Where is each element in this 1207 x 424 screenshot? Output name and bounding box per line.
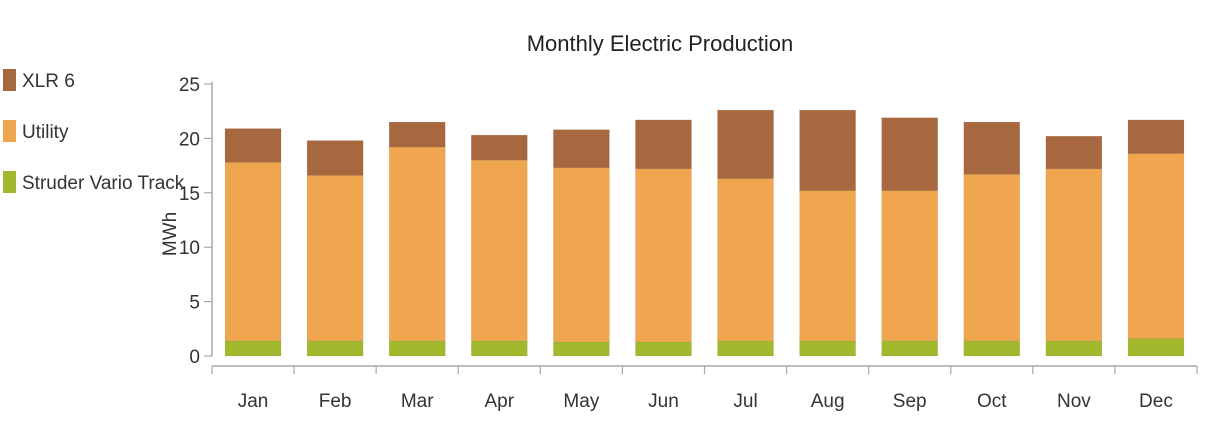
bar-segment bbox=[553, 341, 610, 357]
x-tick-label: Jan bbox=[238, 391, 269, 412]
bar-segment bbox=[635, 341, 692, 357]
legend-swatch bbox=[3, 120, 16, 142]
bar-stack-jun bbox=[635, 119, 692, 357]
bar-segment bbox=[881, 190, 939, 342]
bar-segment bbox=[306, 175, 364, 342]
legend-swatch bbox=[3, 171, 16, 193]
bar-segment bbox=[1127, 338, 1185, 357]
x-tick-label: Dec bbox=[1139, 391, 1173, 412]
bar-segment bbox=[881, 117, 939, 191]
y-tick-label: 10 bbox=[179, 238, 200, 259]
bar-segment bbox=[224, 340, 282, 357]
bar-stack-may bbox=[553, 129, 610, 357]
bar-stack-apr bbox=[470, 134, 528, 357]
bar-segment bbox=[717, 109, 774, 179]
x-axis: Jan Feb Mar Apr May Jun Jul Aug Sep Oct Nov Dec bbox=[211, 365, 1198, 412]
x-tick-label: Jun bbox=[648, 391, 679, 412]
bar-segment bbox=[799, 190, 856, 342]
bar-segment bbox=[470, 340, 528, 357]
bar-segment bbox=[717, 178, 774, 342]
legend-label: Struder Vario Track bbox=[22, 173, 185, 194]
bar-stack-aug bbox=[799, 109, 856, 357]
x-tick-label: Apr bbox=[485, 391, 515, 412]
x-tick-label: Sep bbox=[893, 391, 927, 412]
bar-stack-jan bbox=[224, 128, 282, 357]
y-axis: 0 5 10 15 20 25 bbox=[179, 75, 213, 368]
bar-stack-oct bbox=[963, 121, 1021, 357]
legend-swatch bbox=[3, 69, 16, 91]
bar-segment bbox=[881, 340, 939, 357]
bars bbox=[224, 109, 1185, 357]
bar-segment bbox=[388, 340, 446, 357]
x-tick-label: Nov bbox=[1057, 391, 1091, 412]
bar-segment bbox=[470, 159, 528, 342]
bar-segment bbox=[388, 121, 446, 148]
bar-segment bbox=[1127, 153, 1185, 339]
bar-segment bbox=[1045, 135, 1103, 170]
bar-stack-sep bbox=[881, 117, 939, 357]
bar-segment bbox=[224, 128, 282, 163]
legend-label: XLR 6 bbox=[22, 71, 75, 92]
bar-segment bbox=[799, 340, 856, 357]
bar-segment bbox=[224, 162, 282, 342]
legend-label: Utility bbox=[22, 122, 69, 143]
bar-stack-mar bbox=[388, 121, 446, 357]
y-tick-label: 20 bbox=[179, 129, 200, 150]
bar-segment bbox=[1127, 119, 1185, 154]
bar-segment bbox=[1045, 168, 1103, 342]
bar-stack-jul bbox=[717, 109, 774, 357]
bar-segment bbox=[963, 340, 1021, 357]
x-tick-label: Feb bbox=[319, 391, 352, 412]
bar-segment bbox=[635, 119, 692, 170]
y-tick-label: 0 bbox=[189, 347, 200, 368]
chart-title: Monthly Electric Production bbox=[527, 31, 794, 56]
bar-stack-dec bbox=[1127, 119, 1185, 357]
bar-segment bbox=[635, 168, 692, 343]
bar-segment bbox=[1045, 340, 1103, 357]
bar-segment bbox=[470, 134, 528, 161]
bar-stack-nov bbox=[1045, 135, 1103, 357]
y-tick-label: 25 bbox=[179, 75, 200, 96]
x-tick-label: Aug bbox=[811, 391, 845, 412]
x-tick-label: Oct bbox=[977, 391, 1007, 412]
x-tick-label: Jul bbox=[733, 391, 757, 412]
x-tick-label: Mar bbox=[401, 391, 434, 412]
bar-segment bbox=[306, 140, 364, 176]
y-tick-label: 5 bbox=[189, 293, 200, 314]
x-tick-label: May bbox=[563, 391, 599, 412]
bar-segment bbox=[388, 146, 446, 342]
bar-stack-feb bbox=[306, 140, 364, 357]
bar-segment bbox=[963, 121, 1021, 175]
bar-segment bbox=[717, 340, 774, 357]
y-tick-label: 15 bbox=[179, 184, 200, 205]
bar-segment bbox=[553, 167, 610, 343]
bar-segment bbox=[553, 129, 610, 169]
bar-segment bbox=[799, 109, 856, 191]
legend: XLR 6 Utility Struder Vario Track bbox=[3, 69, 185, 194]
bar-segment bbox=[963, 174, 1021, 342]
bar-segment bbox=[306, 340, 364, 357]
y-axis-label: MWh bbox=[160, 212, 181, 256]
